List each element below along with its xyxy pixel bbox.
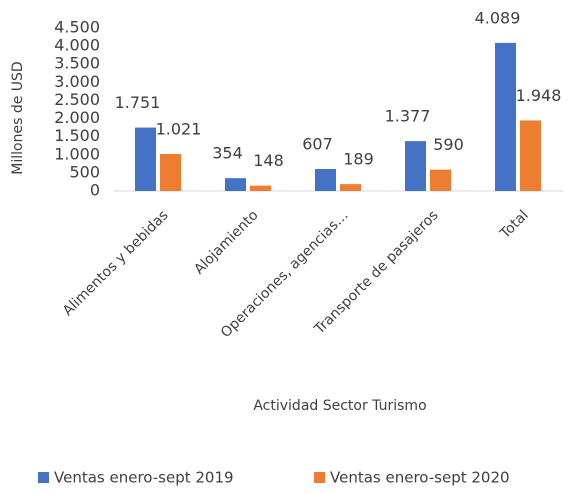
bar xyxy=(340,184,361,191)
y-tick-label: 4.500 xyxy=(54,18,100,37)
value-label: 1.948 xyxy=(516,86,562,105)
y-axis-title: Millones de USD xyxy=(10,61,26,174)
x-axis-title: Actividad Sector Turismo xyxy=(253,398,426,414)
y-tick-label: 2.000 xyxy=(54,108,100,127)
x-tick-label: Alimentos y bebidas xyxy=(60,207,172,319)
legend-label: Ventas enero-sept 2019 xyxy=(54,469,234,487)
y-tick-label: 4.000 xyxy=(54,36,100,55)
value-label: 1.021 xyxy=(156,120,202,139)
bar xyxy=(520,120,541,191)
value-label: 1.751 xyxy=(115,93,161,112)
bar xyxy=(160,154,181,191)
y-tick-label: 3.000 xyxy=(54,72,100,91)
y-tick-label: 2.500 xyxy=(54,90,100,109)
bar xyxy=(135,127,156,191)
legend-swatch xyxy=(314,472,325,483)
y-tick-label: 500 xyxy=(69,162,100,181)
value-label: 4.089 xyxy=(475,8,521,27)
bar xyxy=(430,169,451,191)
y-tick-label: 0 xyxy=(90,181,100,200)
legend-label: Ventas enero-sept 2020 xyxy=(330,469,510,487)
x-tick-label: Alojamiento xyxy=(191,207,261,277)
value-label: 354 xyxy=(212,144,243,163)
legend-swatch xyxy=(38,472,49,483)
bar xyxy=(495,42,516,192)
value-label: 148 xyxy=(253,151,284,170)
bar xyxy=(250,185,271,191)
bar xyxy=(405,141,426,191)
x-tick-label: Total xyxy=(497,207,532,242)
value-label: 189 xyxy=(343,150,374,169)
value-label: 590 xyxy=(433,135,464,154)
value-label: 1.377 xyxy=(385,107,431,126)
value-label: 607 xyxy=(302,135,333,154)
bar xyxy=(225,178,246,191)
bar xyxy=(315,169,336,191)
y-tick-label: 1.500 xyxy=(54,126,100,145)
y-tick-label: 3.500 xyxy=(54,54,100,73)
y-tick-label: 1.000 xyxy=(54,144,100,163)
